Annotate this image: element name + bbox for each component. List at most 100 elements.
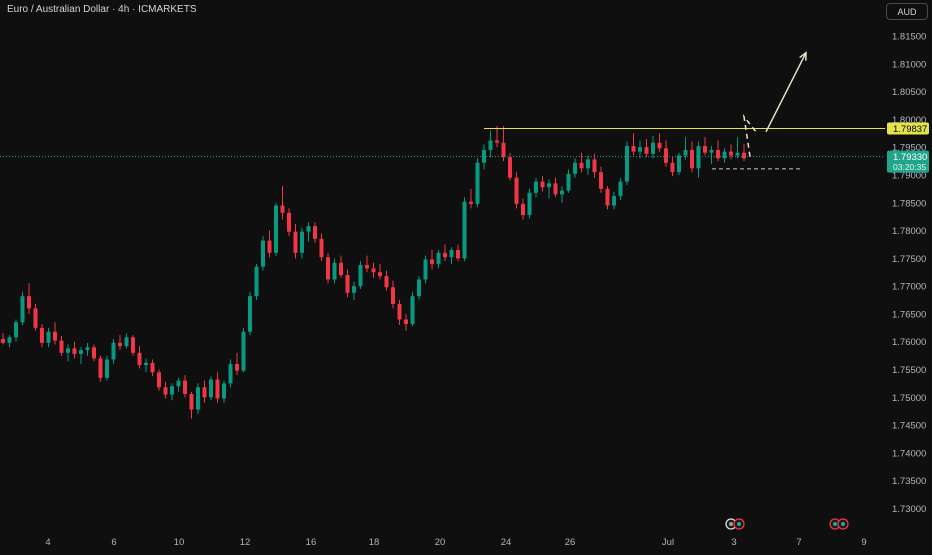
candle-body: [683, 149, 688, 156]
event-dot: [833, 522, 837, 526]
candle: [527, 188, 532, 219]
candle: [14, 319, 18, 342]
price-tick-label: 1.79500: [892, 143, 926, 154]
candle: [677, 152, 681, 175]
candle: [371, 262, 376, 278]
countdown-text: 03:20:35: [893, 162, 926, 172]
candle-body: [579, 162, 584, 169]
candle-body: [495, 140, 499, 143]
candle-body: [118, 342, 122, 347]
candle-body: [293, 231, 298, 253]
candle-body: [27, 296, 31, 309]
candle: [137, 346, 142, 369]
candle-body: [14, 322, 18, 338]
time-tick-label: 6: [111, 537, 116, 548]
candle: [274, 202, 278, 256]
candle: [118, 335, 122, 351]
candle: [560, 186, 564, 203]
candle-body: [131, 337, 135, 353]
candle: [378, 263, 382, 280]
candle: [176, 377, 181, 392]
time-tick-label: 10: [174, 537, 185, 548]
overlays-layer: [0, 51, 885, 170]
resistance-label-box: [887, 122, 929, 135]
candle-body: [144, 362, 148, 366]
candle: [605, 186, 610, 210]
candle-body: [274, 205, 278, 253]
time-tick-label: 7: [796, 537, 801, 548]
candle: [280, 186, 285, 220]
candle-body: [222, 383, 226, 399]
candle-body: [1, 338, 5, 343]
candle: [397, 300, 402, 326]
candle: [111, 338, 116, 364]
candle: [495, 126, 499, 148]
candle-body: [163, 387, 168, 395]
candle: [72, 341, 77, 359]
candle: [365, 255, 369, 273]
candle-body: [358, 265, 363, 287]
time-axis: 4 6 10 12 16 18 20 24 26 Jul 3 7 9: [45, 537, 866, 548]
candle-body: [508, 157, 512, 178]
candle-body: [521, 203, 525, 215]
candle: [202, 380, 207, 403]
economic-event-icon[interactable]: [733, 518, 745, 530]
candle-body: [196, 387, 200, 410]
candle: [306, 222, 311, 242]
candle: [1, 333, 5, 345]
resistance-label-text: 1.79837: [893, 124, 927, 135]
current-price-box: [887, 150, 929, 173]
candle-body: [371, 268, 376, 273]
candle: [261, 236, 265, 271]
candle: [436, 250, 441, 269]
candle-body: [618, 181, 623, 197]
candle-body: [280, 205, 285, 213]
candle: [657, 133, 662, 152]
currency-button[interactable]: AUD: [886, 3, 928, 20]
candle-body: [202, 387, 207, 398]
candle: [189, 391, 194, 419]
candle-body: [436, 252, 441, 264]
candle-body: [7, 337, 12, 343]
candle-body: [98, 358, 103, 378]
candle-body: [20, 296, 25, 323]
candle: [85, 342, 90, 356]
economic-event-icon[interactable]: [837, 518, 849, 530]
candle: [462, 197, 467, 262]
candle-body: [313, 226, 317, 239]
candle-body: [189, 393, 194, 410]
candle: [241, 327, 246, 373]
candle-body: [631, 146, 636, 152]
candle: [131, 335, 135, 356]
candle-body: [547, 183, 551, 188]
candle-body: [378, 272, 382, 277]
candle: [326, 252, 330, 284]
candle-body: [85, 347, 90, 351]
candle-body: [410, 296, 415, 324]
candle: [540, 176, 545, 192]
candle: [339, 255, 343, 278]
candle: [222, 380, 226, 403]
price-tick-label: 1.78500: [892, 198, 926, 209]
candle-body: [241, 331, 246, 371]
candle: [384, 270, 389, 291]
candle: [716, 140, 720, 162]
price-tick-label: 1.81500: [892, 32, 926, 43]
projection-arrow-line: [765, 52, 807, 133]
candle-body: [664, 148, 668, 163]
candle-body: [404, 319, 408, 324]
candle: [228, 359, 233, 388]
candle: [592, 153, 597, 178]
candle-body: [417, 279, 421, 297]
candle-body: [605, 188, 610, 206]
candle: [98, 355, 103, 382]
price-tick-label: 1.77500: [892, 254, 926, 265]
candle-body: [339, 262, 343, 276]
candle-body: [534, 181, 538, 193]
candle: [27, 283, 31, 314]
candle-body: [111, 342, 116, 360]
candle: [469, 188, 473, 209]
